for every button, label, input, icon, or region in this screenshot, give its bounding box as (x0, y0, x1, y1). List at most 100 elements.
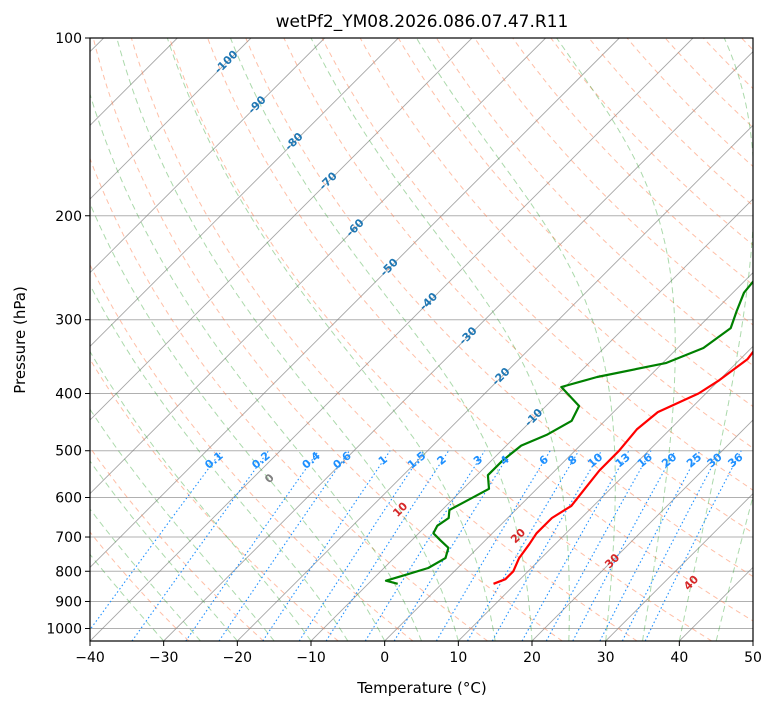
x-tick-label: 20 (523, 650, 541, 666)
mixing-ratio-line (572, 450, 676, 641)
dry-adiabat-line (321, 38, 753, 491)
x-tick-label: −20 (223, 650, 253, 666)
isotherm-line (531, 419, 753, 641)
x-axis-title: Temperature (°C) (356, 679, 486, 697)
moist-adiabat-label: 40 (681, 573, 701, 593)
y-tick-label: 800 (55, 564, 82, 580)
dry-adiabat-line (664, 38, 753, 129)
x-tick-label: 10 (449, 650, 467, 666)
mixing-ratio-label: 30 (705, 450, 725, 470)
moist-adiabat-line (678, 38, 753, 641)
y-tick-label: 300 (55, 313, 82, 329)
mixing-ratio-line (521, 450, 630, 641)
dry-adiabat-line (130, 38, 638, 641)
dry-adiabat-line (90, 263, 414, 641)
mixing-ratio-line (364, 450, 486, 641)
mixing-ratio-line (90, 450, 223, 631)
mixing-ratio-line (185, 450, 320, 641)
dry-adiabat-line (550, 38, 753, 246)
dewpoint-profile (384, 279, 753, 585)
isotherm-line (458, 345, 753, 641)
mixing-ratio-label: 2 (435, 453, 449, 468)
moist-adiabat-line (116, 38, 459, 641)
x-tick-label: −30 (149, 650, 179, 666)
x-tick-label: 40 (670, 650, 688, 666)
mixing-ratio-label: 8 (565, 453, 579, 468)
y-tick-label: 600 (55, 490, 82, 506)
mixing-ratio-label: 36 (726, 450, 746, 470)
x-axis: −40 −30 −20 −10 0 10 20 30 40 50 (75, 641, 762, 666)
isotherm-label: -50 (378, 256, 401, 279)
dry-adiabat-line (92, 38, 563, 641)
mixing-ratio-label: 0.2 (249, 449, 272, 471)
mixing-ratio-line (545, 450, 652, 641)
isotherm-line (90, 38, 473, 421)
dry-adiabat-line (588, 38, 753, 207)
x-tick-label: 50 (744, 650, 762, 666)
mixing-ratio-label: 0.1 (202, 449, 225, 471)
isotherm-line (384, 272, 753, 641)
mixing-ratio-line (393, 450, 512, 641)
mixing-ratio-line (262, 450, 391, 641)
mixing-ratio-line (491, 450, 602, 641)
isotherm-line (90, 38, 325, 274)
mixing-ratio-line (644, 450, 742, 641)
mixing-ratio-line (435, 450, 551, 641)
moist-adiabat-line (90, 460, 238, 641)
isotherm-line (90, 38, 694, 641)
mixing-ratio-line (325, 450, 450, 641)
mixing-ratio-label: 1.5 (405, 449, 428, 471)
isotherm-label: -90 (245, 93, 268, 116)
isotherm-label: -20 (489, 365, 512, 388)
dry-adiabat-line (359, 38, 753, 449)
profiles (384, 279, 753, 585)
dry-adiabat-line (741, 38, 753, 51)
dry-adiabat-line (512, 38, 753, 286)
background-lines (90, 38, 753, 641)
dry-adiabat-line (207, 38, 753, 622)
x-tick-label: −40 (75, 650, 105, 666)
moist-adiabat-line (556, 38, 676, 641)
mixing-ratio-label: 6 (537, 453, 551, 468)
x-tick-label: −10 (296, 650, 326, 666)
dry-adiabat-line (90, 358, 339, 641)
isotherm-label: -30 (456, 324, 479, 347)
mixing-ratio-label: 16 (635, 450, 655, 470)
dry-adiabat-line (435, 38, 753, 367)
mixing-ratio-line (298, 450, 425, 641)
mixing-ratio-line (131, 450, 270, 641)
mixing-ratio-label: 20 (659, 450, 679, 470)
moist-adiabat-label: 10 (390, 499, 410, 519)
y-tick-label: 900 (55, 594, 82, 610)
moist-adiabat-label: 20 (508, 526, 528, 546)
isotherm-line (605, 493, 753, 641)
moist-adiabat-line (90, 202, 386, 641)
y-tick-label: 400 (55, 387, 82, 403)
moist-adiabat-line (229, 38, 533, 641)
x-tick-label: 0 (380, 650, 389, 666)
moist-adiabat-line (310, 38, 570, 641)
isotherm-line (90, 38, 399, 347)
moist-adiabat-line (90, 283, 349, 641)
dry-adiabat-line (397, 38, 753, 408)
isotherm-line (90, 38, 620, 568)
y-tick-label: 100 (55, 31, 82, 47)
isotherm-line (90, 38, 546, 495)
y-tick-label: 700 (55, 530, 82, 546)
moist-adiabat-line (90, 350, 312, 641)
isotherm-label: -40 (417, 290, 440, 313)
dry-adiabat-line (245, 38, 753, 578)
moist-adiabat-line (166, 38, 496, 641)
moist-adiabat-line (90, 553, 165, 641)
isotherm-line (163, 51, 753, 641)
mixing-ratio-label: 1 (376, 453, 390, 468)
mixing-ratio-line (467, 450, 580, 641)
mixing-ratio-label: 25 (684, 451, 704, 471)
mixing-ratio-label: 3 (471, 453, 485, 468)
moist-adiabat-line (90, 508, 201, 641)
mixing-ratio-line (218, 450, 350, 641)
y-tick-label: 1000 (46, 621, 82, 637)
temperature-profile (493, 350, 753, 585)
